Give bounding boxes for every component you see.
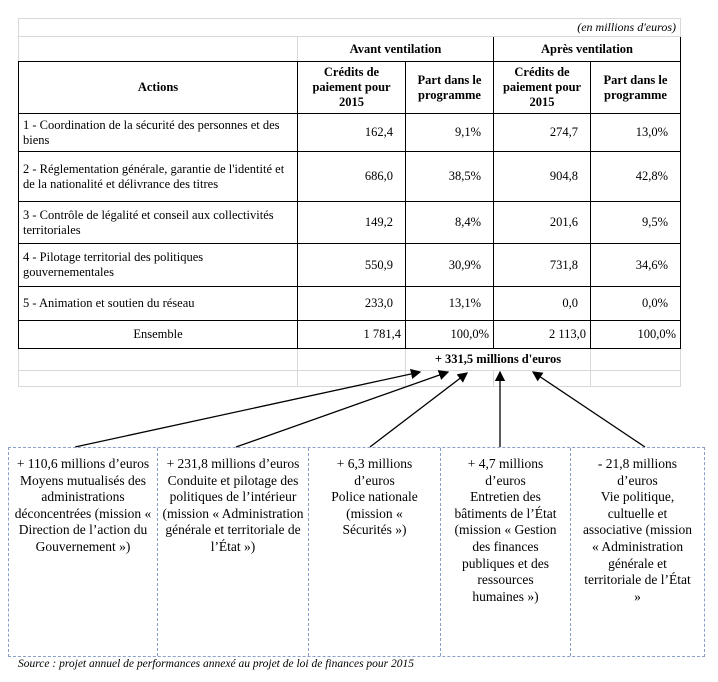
total-cp-after: 2 113,0 [493, 320, 591, 349]
table-row: 4 - Pilotage territorial des politiques … [18, 243, 681, 287]
group-after: Après ventilation [493, 36, 681, 62]
pct-after: 34,6% [590, 243, 681, 287]
breakdown-boxes: + 110,6 millions d’euros Moyens mutualis… [8, 447, 705, 657]
header-credits-before: Crédits de paiement pour 2015 [297, 61, 406, 114]
arrow [369, 372, 469, 448]
delta-total: + 331,5 millions d'euros [405, 348, 591, 371]
arrow [235, 370, 450, 448]
arrow [531, 371, 646, 448]
table-row: 3 - Contrôle de légalité et conseil aux … [18, 201, 681, 244]
pct-before: 38,5% [405, 151, 494, 202]
box-4: + 4,7 millions d’euros Entretien des bât… [441, 448, 571, 656]
box-3: + 6,3 millions d’euros Police nationale … [309, 448, 441, 656]
action-cell: 1 - Coordination de la sécurité des pers… [18, 113, 298, 152]
table-row: 1 - Coordination de la sécurité des pers… [18, 113, 681, 152]
total-label: Ensemble [18, 320, 298, 349]
cp-after: 201,6 [493, 201, 591, 244]
total-pct-before: 100,0% [405, 320, 494, 349]
source-note: Source : projet annuel de performances a… [18, 658, 415, 670]
box-1: + 110,6 millions d’euros Moyens mutualis… [9, 448, 158, 656]
pct-before: 30,9% [405, 243, 494, 287]
action-cell: 3 - Contrôle de légalité et conseil aux … [18, 201, 298, 244]
box-5: - 21,8 millions d’euros Vie politique, c… [582, 456, 693, 604]
action-cell: 2 - Réglementation générale, garantie de… [18, 151, 298, 202]
cp-before: 233,0 [297, 286, 406, 321]
header-share-after: Part dans le programme [590, 61, 681, 114]
total-pct-after: 100,0% [590, 320, 681, 349]
pct-before: 13,1% [405, 286, 494, 321]
cp-after: 0,0 [493, 286, 591, 321]
box-2: + 231,8 millions d’euros Conduite et pil… [158, 448, 309, 656]
table-row: 5 - Animation et soutien du réseau 233,0 1… [18, 286, 681, 321]
cp-after: 274,7 [493, 113, 591, 152]
action-cell: 5 - Animation et soutien du réseau [18, 286, 298, 321]
action-cell: 4 - Pilotage territorial des politiques … [18, 243, 298, 287]
pct-after: 0,0% [590, 286, 681, 321]
pct-before: 9,1% [405, 113, 494, 152]
cp-after: 904,8 [493, 151, 591, 202]
pct-after: 9,5% [590, 201, 681, 244]
cp-after: 731,8 [493, 243, 591, 287]
cp-before: 162,4 [297, 113, 406, 152]
budget-table: (en millions d'euros) Avant ventilation … [18, 18, 681, 387]
header-share-before: Part dans le programme [405, 61, 494, 114]
arrow [74, 368, 422, 448]
cp-before: 686,0 [297, 151, 406, 202]
